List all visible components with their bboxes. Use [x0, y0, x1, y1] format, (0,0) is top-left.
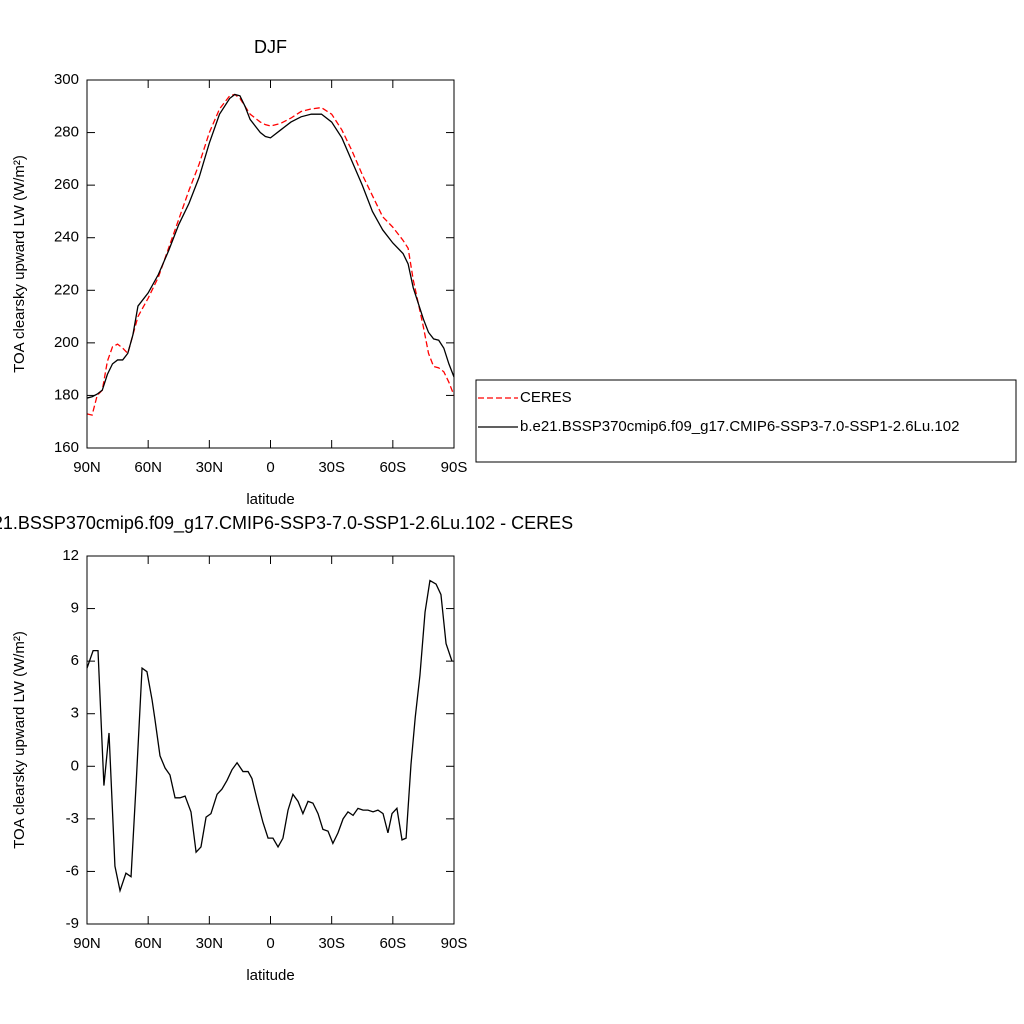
- y-tick-label: -6: [66, 862, 79, 879]
- y-tick-label: 12: [62, 547, 79, 564]
- y-axis-label: TOA clearsky upward LW (W/m²): [11, 631, 28, 849]
- x-tick-label: 30N: [196, 459, 224, 476]
- y-tick-label: 160: [54, 439, 79, 456]
- y-tick-label: 200: [54, 334, 79, 351]
- x-axis-label: latitude: [246, 491, 294, 508]
- x-tick-label: 60N: [134, 935, 162, 952]
- y-tick-label: 180: [54, 386, 79, 403]
- y-tick-label: 220: [54, 281, 79, 298]
- y-tick-label: 240: [54, 229, 79, 246]
- x-tick-label: 30N: [196, 935, 224, 952]
- y-tick-label: 0: [71, 757, 79, 774]
- x-tick-label: 0: [266, 935, 274, 952]
- x-tick-label: 60S: [379, 935, 406, 952]
- x-tick-label: 60N: [134, 459, 162, 476]
- x-tick-label: 60S: [379, 459, 406, 476]
- x-tick-label: 30S: [318, 935, 345, 952]
- x-tick-label: 90S: [441, 459, 468, 476]
- x-tick-label: 30S: [318, 459, 345, 476]
- data-line: [86, 93, 455, 416]
- y-tick-label: 260: [54, 176, 79, 193]
- x-tick-label: 90N: [73, 935, 101, 952]
- y-tick-label: -3: [66, 810, 79, 827]
- chart-title: b.e21.BSSP370cmip6.f09_g17.CMIP6-SSP3-7.…: [0, 513, 573, 534]
- y-tick-label: 280: [54, 124, 79, 141]
- chart-title: DJF: [254, 37, 287, 57]
- x-tick-label: 90N: [73, 459, 101, 476]
- plot-frame: [86, 555, 455, 925]
- legend-box: [475, 379, 1017, 463]
- y-tick-label: 300: [54, 71, 79, 88]
- y-tick-label: 3: [71, 705, 79, 722]
- legend-label: b.e21.BSSP370cmip6.f09_g17.CMIP6-SSP3-7.…: [520, 418, 959, 435]
- y-tick-label: 9: [71, 600, 79, 617]
- y-tick-label: 6: [71, 652, 79, 669]
- x-axis-label: latitude: [246, 967, 294, 984]
- x-tick-label: 0: [266, 459, 274, 476]
- x-tick-label: 90S: [441, 935, 468, 952]
- legend-label: CERES: [520, 389, 572, 406]
- y-axis-label: TOA clearsky upward LW (W/m²): [11, 155, 28, 373]
- data-line: [86, 579, 453, 894]
- data-line: [86, 93, 455, 399]
- y-tick-label: -9: [66, 915, 79, 932]
- plot-frame: [86, 79, 455, 449]
